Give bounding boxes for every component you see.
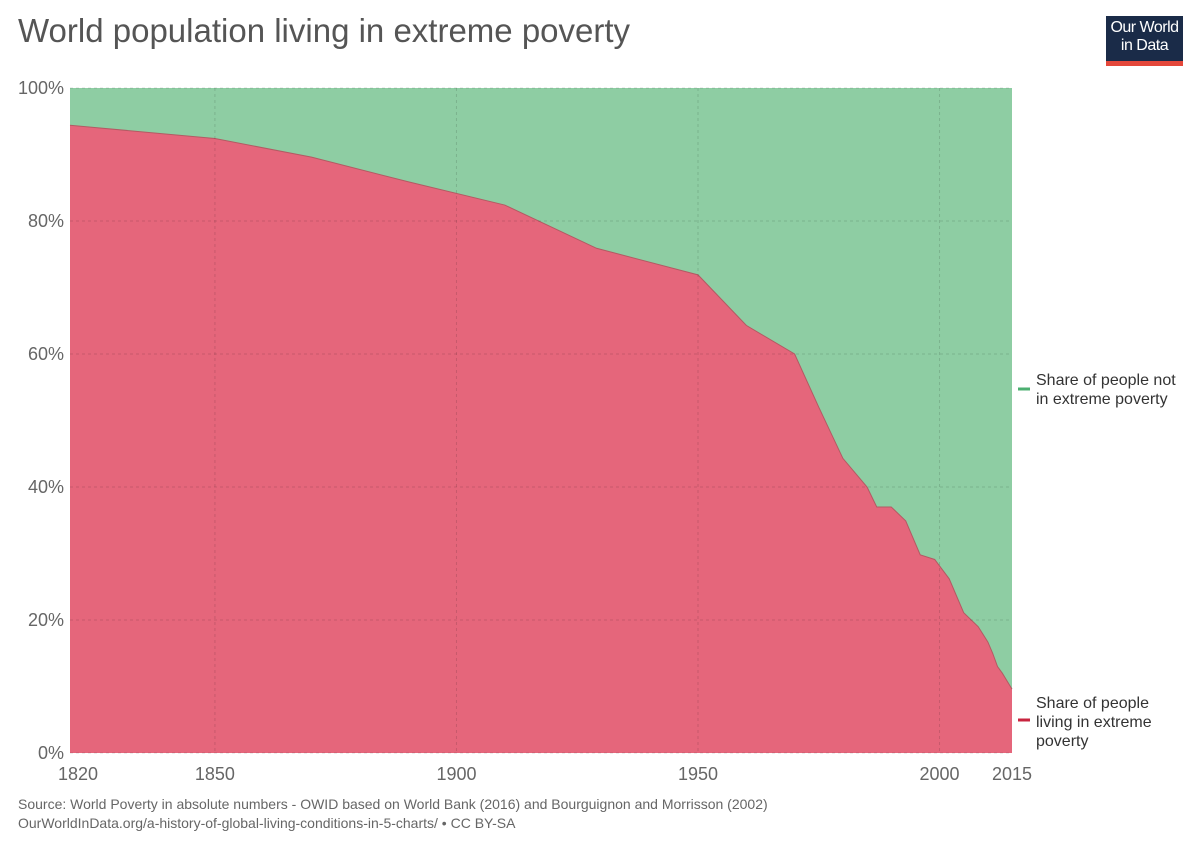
poverty-boundary-line <box>69 124 1013 690</box>
y-tick-label: 0% <box>38 743 64 763</box>
owid-logo[interactable]: Our World in Data <box>1106 16 1183 66</box>
legend-label-line: Share of people not <box>1036 372 1176 389</box>
x-tick-label: 1900 <box>436 764 476 784</box>
source-url[interactable]: OurWorldInData.org/a-history-of-global-l… <box>18 815 516 831</box>
grid-layer <box>70 87 1012 754</box>
logo-line-1: Our World <box>1110 19 1179 36</box>
legend-label-line: poverty <box>1036 733 1088 750</box>
x-axis: 1820 1850 1900 1950 2000 2015 <box>58 764 1032 784</box>
y-tick-label: 20% <box>28 610 64 630</box>
legend-label-line: in extreme poverty <box>1036 391 1168 408</box>
source-text: Source: World Poverty in absolute number… <box>18 796 768 812</box>
y-tick-label: 100% <box>18 78 64 98</box>
y-tick-label: 80% <box>28 211 64 231</box>
y-axis: 0% 20% 40% 60% 80% 100% <box>18 78 64 763</box>
source-note: Source: World Poverty in absolute number… <box>18 795 768 833</box>
x-tick-label: 2015 <box>992 764 1032 784</box>
area-layer <box>69 88 1013 754</box>
y-tick-label: 40% <box>28 477 64 497</box>
area-in-poverty <box>70 125 1012 754</box>
chart-title: World population living in extreme pover… <box>18 12 631 49</box>
logo-line-2: in Data <box>1120 37 1169 54</box>
legend-in-poverty: Share of people living in extreme poverty <box>1018 695 1152 750</box>
y-tick-label: 60% <box>28 344 64 364</box>
area-not-in-poverty <box>70 88 1012 690</box>
legend-not-in-poverty: Share of people not in extreme poverty <box>1018 372 1176 408</box>
legend-label-line: living in extreme <box>1036 714 1152 731</box>
x-tick-label: 2000 <box>920 764 960 784</box>
area-chart: 0% 20% 40% 60% 80% 100% 1820 1850 1900 1950 2000 2… <box>18 78 1176 784</box>
legend-label-line: Share of people <box>1036 695 1149 712</box>
x-tick-label: 1850 <box>195 764 235 784</box>
x-tick-label: 1950 <box>678 764 718 784</box>
x-tick-label: 1820 <box>58 764 98 784</box>
